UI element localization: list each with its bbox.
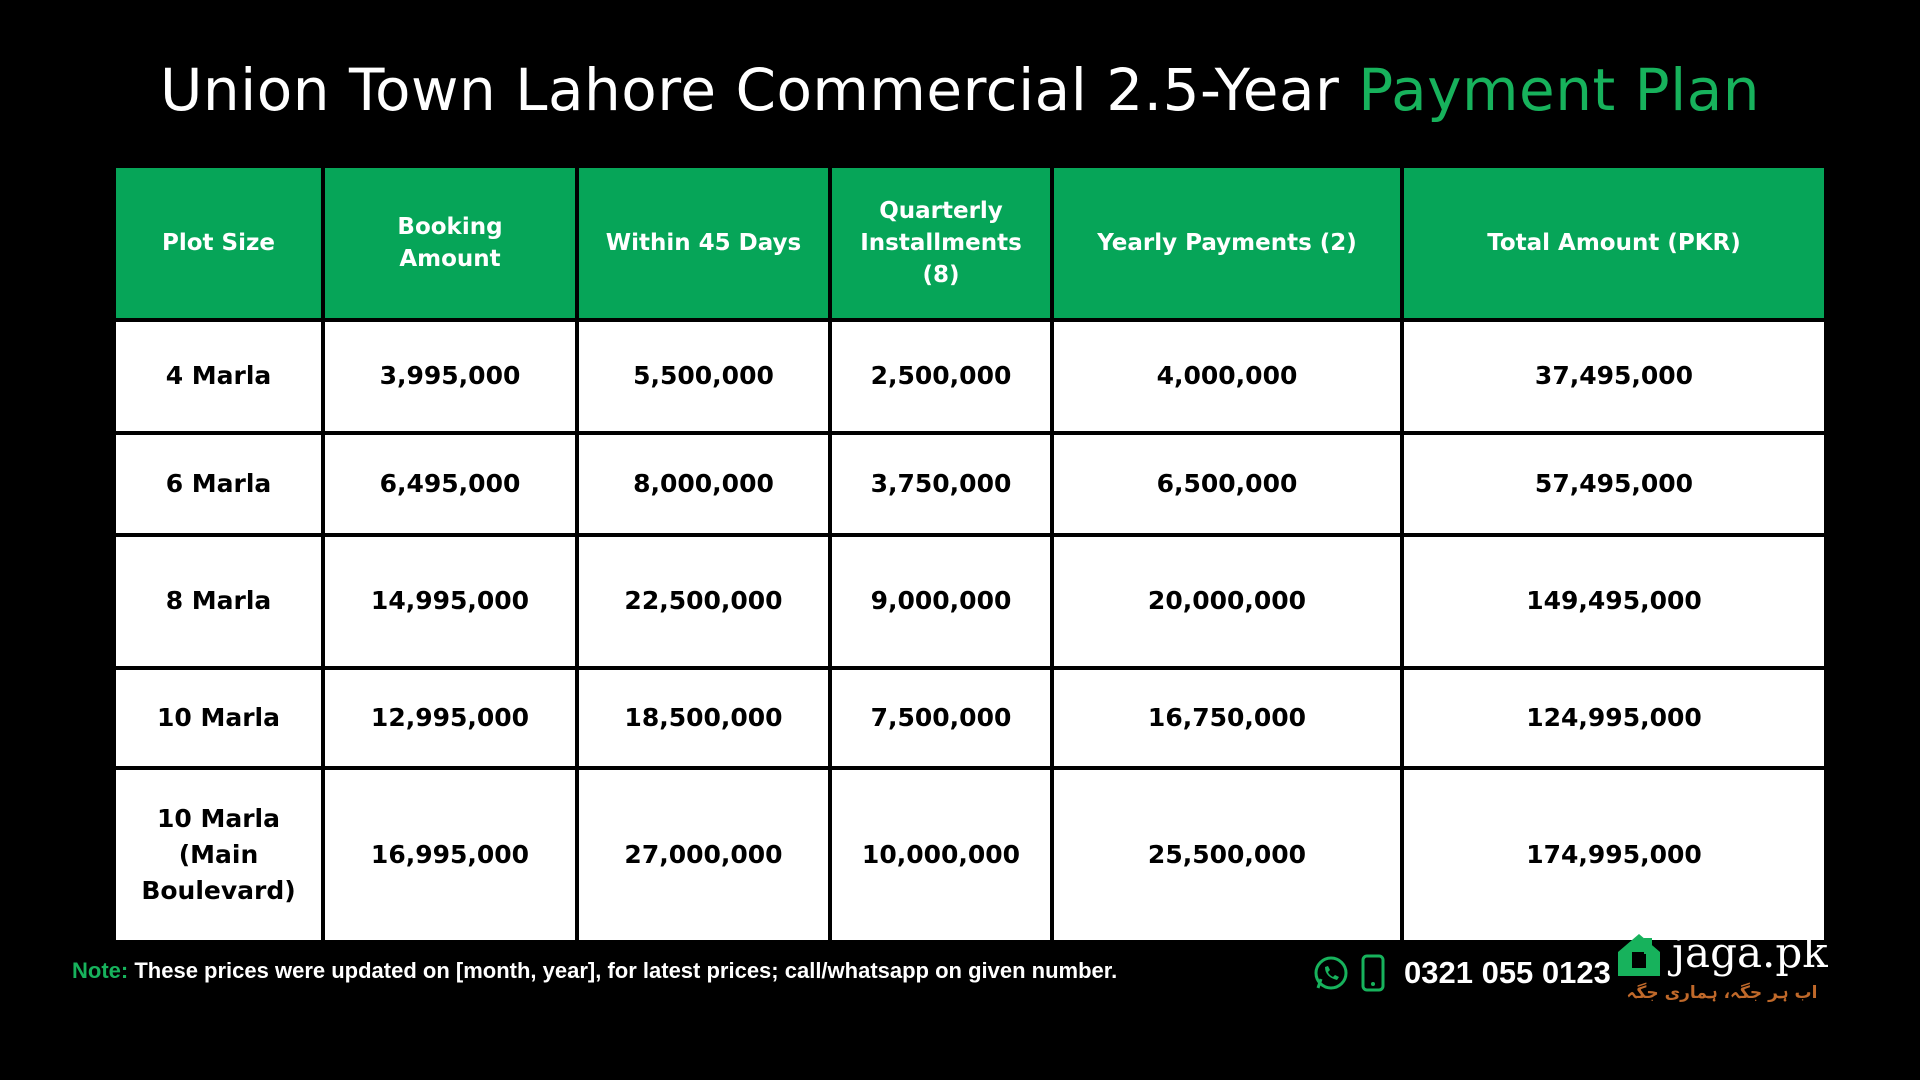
table-row: 8 Marla 14,995,000 22,500,000 9,000,000 20,0… <box>116 537 1824 666</box>
column-header: Total Amount (PKR) <box>1404 168 1824 318</box>
title-highlight: Payment Plan <box>1358 56 1761 124</box>
amount-cell: 7,500,000 <box>832 670 1050 766</box>
column-header: Within 45 Days <box>579 168 828 318</box>
amount-cell: 57,495,000 <box>1404 435 1824 533</box>
header-row: Plot Size Booking Amount Within 45 Days Qua… <box>116 168 1824 318</box>
amount-cell: 2,500,000 <box>832 322 1050 431</box>
plot-size: 6 Marla <box>116 435 321 533</box>
amount-cell: 10,000,000 <box>832 770 1050 940</box>
title: Union Town Lahore Commercial 2.5-Year Pa… <box>0 56 1920 124</box>
payment-table: Plot Size Booking Amount Within 45 Days Qua… <box>112 164 1828 944</box>
amount-cell: 6,495,000 <box>325 435 575 533</box>
amount-cell: 3,995,000 <box>325 322 575 431</box>
amount-cell: 6,500,000 <box>1054 435 1400 533</box>
amount-cell: 37,495,000 <box>1404 322 1824 431</box>
logo: jaga.pk اب ہر جگہ، ہماری جگہ <box>1614 928 1828 1003</box>
phone-number: 0321 055 0123 <box>1404 955 1611 990</box>
brand: jaga.pk <box>1672 928 1828 977</box>
note-text: These prices were updated on [month, yea… <box>134 958 1118 983</box>
amount-cell: 3,750,000 <box>832 435 1050 533</box>
column-header: Plot Size <box>116 168 321 318</box>
plot-size: 10 Marla (Main Boulevard) <box>116 770 321 940</box>
table-body: 4 Marla 3,995,000 5,500,000 2,500,000 4,000,… <box>116 322 1824 940</box>
contact: 0321 055 0123 <box>1312 948 1611 998</box>
table-row: 4 Marla 3,995,000 5,500,000 2,500,000 4,000,… <box>116 322 1824 431</box>
amount-cell: 5,500,000 <box>579 322 828 431</box>
amount-cell: 9,000,000 <box>832 537 1050 666</box>
column-header: Booking Amount <box>325 168 575 318</box>
amount-cell: 25,500,000 <box>1054 770 1400 940</box>
amount-cell: 20,000,000 <box>1054 537 1400 666</box>
amount-cell: 27,000,000 <box>579 770 828 940</box>
column-header: Quarterly Installments (8) <box>832 168 1050 318</box>
amount-cell: 124,995,000 <box>1404 670 1824 766</box>
amount-cell: 16,750,000 <box>1054 670 1400 766</box>
table-row: 10 Marla 12,995,000 18,500,000 7,500,000 16,… <box>116 670 1824 766</box>
title-text: Union Town Lahore Commercial 2.5-Year <box>159 56 1340 124</box>
column-header: Yearly Payments (2) <box>1054 168 1400 318</box>
amount-cell: 149,495,000 <box>1404 537 1824 666</box>
phone-icon <box>1361 954 1385 992</box>
amount-cell: 18,500,000 <box>579 670 828 766</box>
plot-size: 10 Marla <box>116 670 321 766</box>
amount-cell: 14,995,000 <box>325 537 575 666</box>
whatsapp-icon <box>1314 956 1348 990</box>
amount-cell: 16,995,000 <box>325 770 575 940</box>
plot-size: 8 Marla <box>116 537 321 666</box>
table-row: 6 Marla 6,495,000 8,000,000 3,750,000 6,500,… <box>116 435 1824 533</box>
note: Note: These prices were updated on [mont… <box>72 958 1117 984</box>
tagline: اب ہر جگہ، ہماری جگہ <box>1626 983 1818 1003</box>
amount-cell: 12,995,000 <box>325 670 575 766</box>
table-row: 10 Marla (Main Boulevard) 16,995,000 27,00… <box>116 770 1824 940</box>
plot-size: 4 Marla <box>116 322 321 431</box>
amount-cell: 4,000,000 <box>1054 322 1400 431</box>
note-label: Note: <box>72 958 129 983</box>
amount-cell: 174,995,000 <box>1404 770 1824 940</box>
amount-cell: 22,500,000 <box>579 537 828 666</box>
amount-cell: 8,000,000 <box>579 435 828 533</box>
logo-icon <box>1618 934 1660 976</box>
